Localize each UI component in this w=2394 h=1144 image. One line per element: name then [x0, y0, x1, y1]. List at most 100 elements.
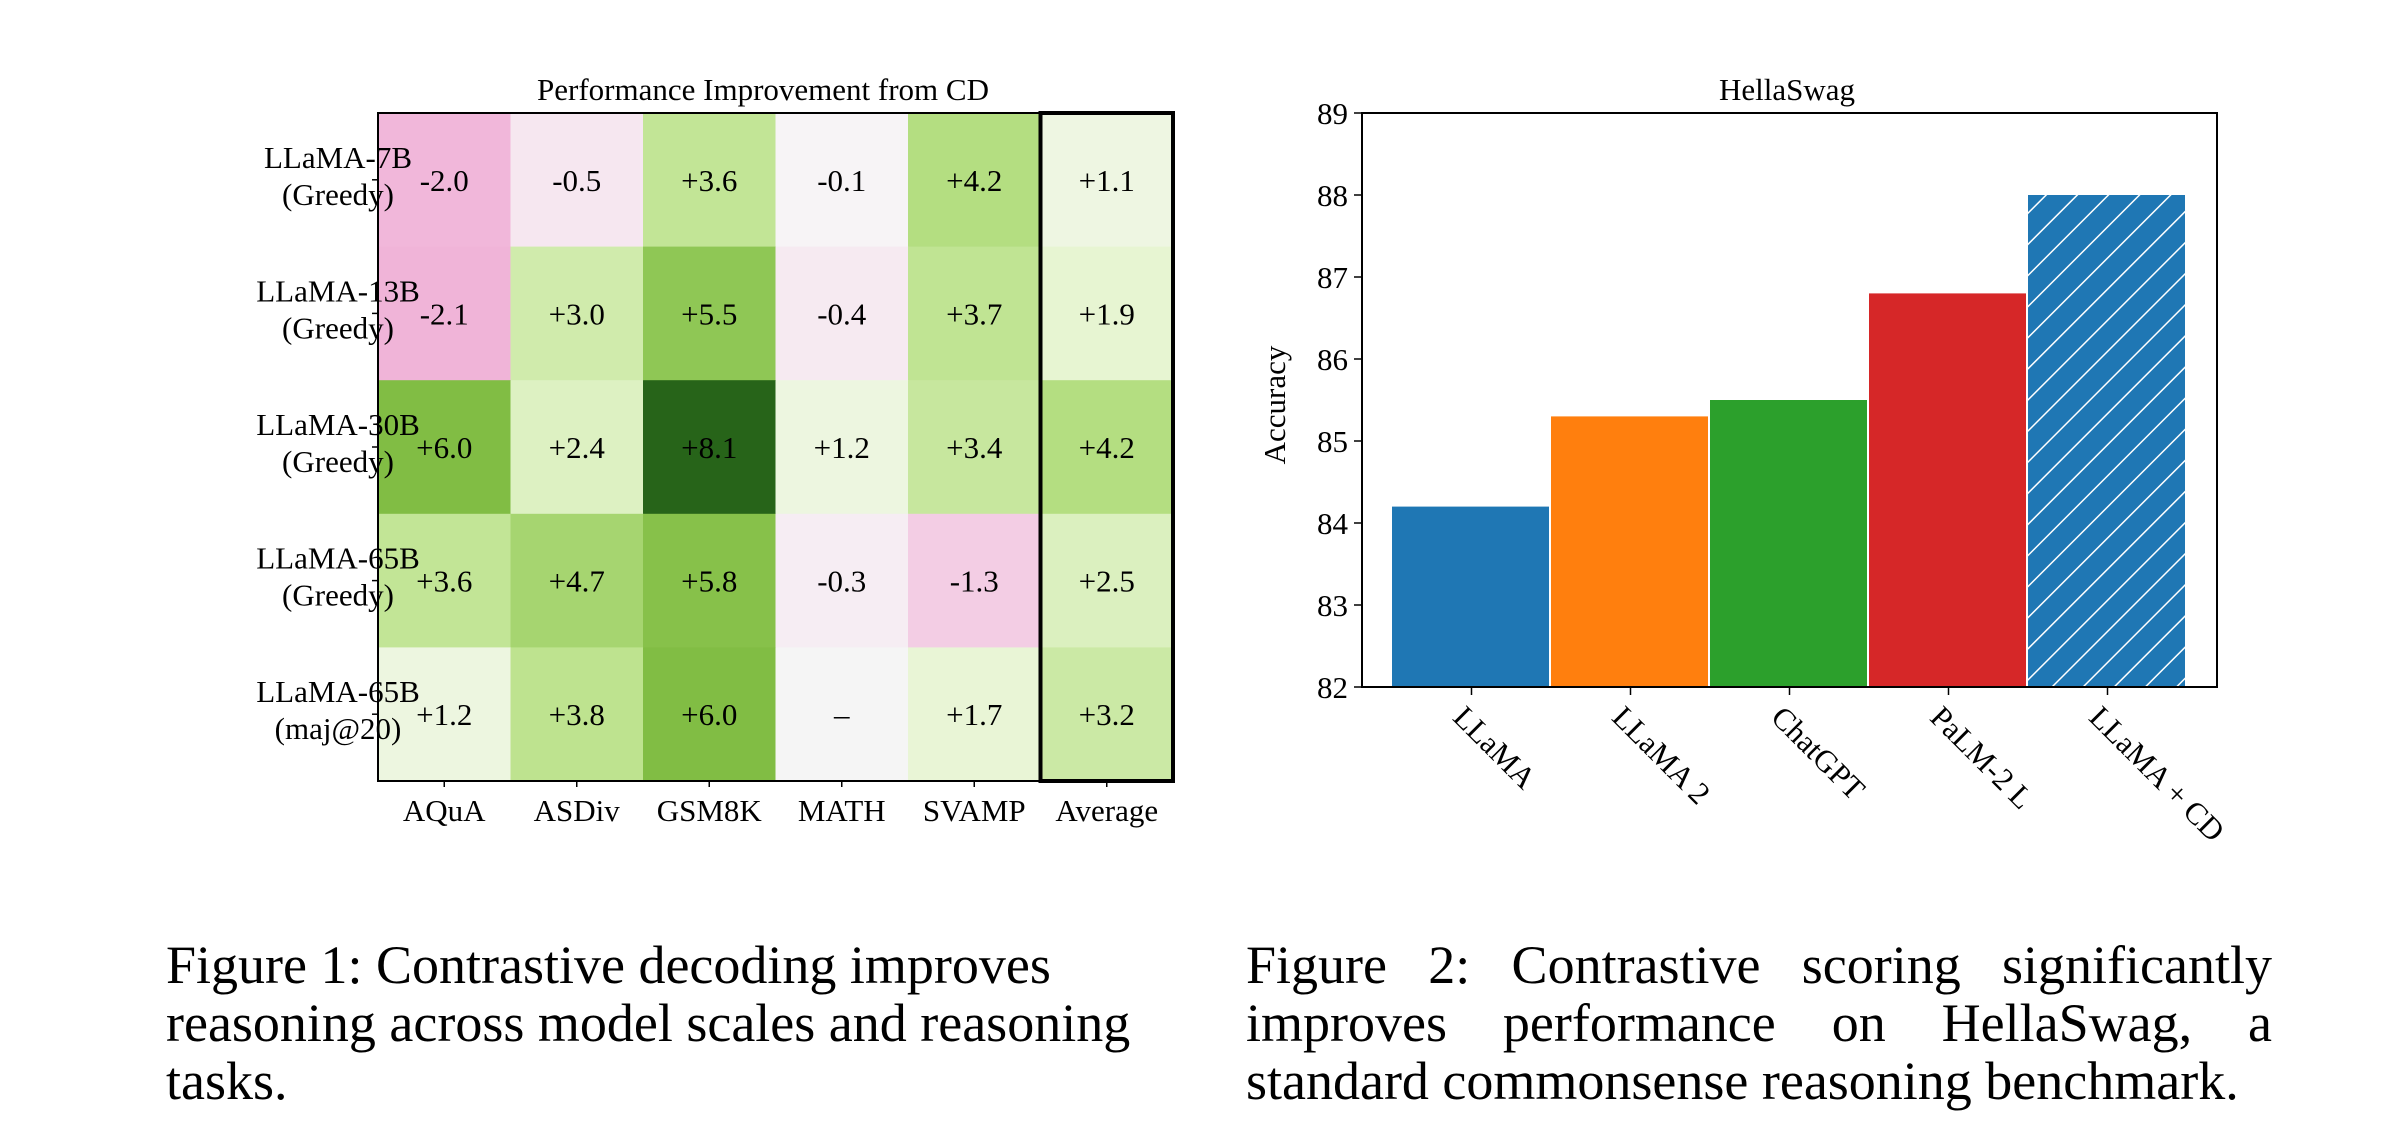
heatmap-cell: [775, 380, 909, 515]
heatmap-cell-label: +3.2: [1079, 697, 1135, 732]
y-tick-label: 85: [1317, 424, 1348, 459]
heatmap-cell: [643, 380, 776, 515]
row-label-sub: (Greedy): [282, 310, 394, 345]
heatmap-cell: [378, 513, 511, 648]
heatmap-cell-label: -0.4: [817, 296, 867, 331]
y-tick-label: 82: [1317, 670, 1348, 705]
heatmap-cell-label: +3.8: [549, 697, 605, 732]
row-label: LLaMA-65B: [256, 674, 420, 709]
row-label-sub: (Greedy): [282, 444, 394, 479]
column-label: GSM8K: [657, 793, 763, 828]
column-label: SVAMP: [923, 793, 1026, 828]
heatmap-cell-label: +1.2: [814, 430, 870, 465]
heatmap-cell-label: +2.4: [549, 430, 606, 465]
y-tick-label: 87: [1317, 260, 1348, 295]
heatmap-cell: [510, 380, 644, 515]
column-label: AQuA: [403, 793, 486, 828]
heatmap-cell: [775, 246, 909, 381]
heatmap-cell: [1040, 647, 1174, 782]
heatmap-cell: [510, 513, 644, 648]
heatmap-cell: [1040, 113, 1174, 248]
heatmap-cell-label: +5.8: [681, 564, 737, 599]
heatmap-cell: [643, 647, 776, 782]
heatmap-cell: [1040, 380, 1174, 515]
column-label: ASDiv: [534, 793, 621, 828]
y-tick-label: 89: [1317, 96, 1348, 131]
heatmap-cell: [643, 113, 776, 248]
heatmap-cell-label: +1.9: [1079, 296, 1135, 331]
figure-1-caption: Figure 1: Contrastive decoding improves …: [166, 935, 1131, 1111]
y-axis-label: Accuracy: [1257, 345, 1292, 464]
heatmap-cell-label: +1.2: [416, 697, 472, 732]
heatmap-cell-label: +4.2: [946, 163, 1002, 198]
heatmap-cell: [908, 380, 1041, 515]
bar: [1392, 506, 1549, 687]
bar: [1551, 416, 1708, 687]
heatmap-cell: [775, 113, 909, 248]
heatmap-cell-label: +4.2: [1079, 430, 1135, 465]
heatmap-cell-label: +3.7: [946, 296, 1002, 331]
heatmap-cell-label: +3.6: [681, 163, 737, 198]
heatmap-cell-label: -2.1: [420, 296, 469, 331]
heatmap-cell: [378, 380, 511, 515]
x-tick-label: LLaMA + CD: [2083, 699, 2232, 848]
figure-2-caption: Figure 2: Contrastive scoring significan…: [1246, 935, 2272, 1111]
heatmap-cell-label: -2.0: [420, 163, 469, 198]
heatmap-cell: [378, 246, 511, 381]
row-label: LLaMA-65B: [256, 541, 420, 576]
heatmap-cell: [510, 647, 644, 782]
column-label: Average: [1055, 793, 1158, 828]
heatmap-cell: [643, 246, 776, 381]
y-tick-label: 83: [1317, 588, 1348, 623]
heatmap-cell: [510, 246, 644, 381]
x-tick-label: LLaMA: [1447, 699, 1544, 796]
heatmap-cell-label: +2.5: [1079, 564, 1135, 599]
row-label: LLaMA-30B: [256, 407, 420, 442]
heatmap-cell-label: -0.3: [817, 564, 866, 599]
heatmap-cell-label: +3.4: [946, 430, 1003, 465]
heatmap-cell-label: –: [833, 697, 850, 732]
row-label-sub: (maj@20): [275, 711, 402, 746]
heatmap-cell-label: +5.5: [681, 296, 737, 331]
heatmap-cell-label: +6.0: [681, 697, 737, 732]
heatmap-cell: [775, 647, 909, 782]
plot-frame: [1361, 112, 2218, 688]
y-tick-label: 88: [1317, 178, 1348, 213]
row-label-sub: (Greedy): [282, 177, 394, 212]
x-tick-label: PaLM-2 L: [1924, 699, 2041, 816]
bar: [1710, 400, 1867, 687]
heatmap-cell: [908, 647, 1041, 782]
heatmap-cell: [908, 113, 1041, 248]
heatmap-cell: [775, 513, 909, 648]
row-label: LLaMA-13B: [256, 273, 420, 308]
x-tick-label: LLaMA 2: [1606, 699, 1718, 811]
heatmap-cell-label: -0.1: [817, 163, 866, 198]
heatmap-title: Performance Improvement from CD: [537, 72, 989, 107]
bar: [2028, 195, 2185, 687]
heatmap-cell-label: +3.6: [416, 564, 472, 599]
bar-chart-title: HellaSwag: [1719, 72, 1855, 107]
heatmap-cell-label: +1.1: [1079, 163, 1135, 198]
heatmap-cell-label: -0.5: [552, 163, 601, 198]
row-label-sub: (Greedy): [282, 578, 394, 613]
heatmap-cell: [1040, 513, 1174, 648]
heatmap-cell: [378, 647, 511, 782]
heatmap-cell: [643, 513, 776, 648]
figure-2-bar-chart: HellaSwag Accuracy 82 83 84 85 86 87 88 89 LLaM…: [1257, 72, 2232, 848]
figure-1-heatmap: Performance Improvement from CD -2.0 -0.5…: [256, 72, 1175, 828]
heatmap-cell: [908, 246, 1041, 381]
bar: [1869, 293, 2026, 687]
heatmap-cell: [908, 513, 1041, 648]
heatmap-cell-label: +1.7: [946, 697, 1002, 732]
heatmap-cell-label: +6.0: [416, 430, 472, 465]
average-column-highlight: [1038, 111, 1175, 783]
heatmap-cell: [378, 113, 511, 248]
heatmap-cell-label: +3.0: [549, 296, 605, 331]
y-tick-label: 84: [1317, 506, 1349, 541]
column-label: MATH: [798, 793, 886, 828]
row-label: LLaMA-7B: [264, 140, 412, 175]
x-tick-label: ChatGPT: [1765, 699, 1873, 807]
heatmap-cell: [1040, 246, 1174, 381]
heatmap-cell-label: +4.7: [549, 564, 605, 599]
heatmap-cell-label: +8.1: [681, 430, 737, 465]
